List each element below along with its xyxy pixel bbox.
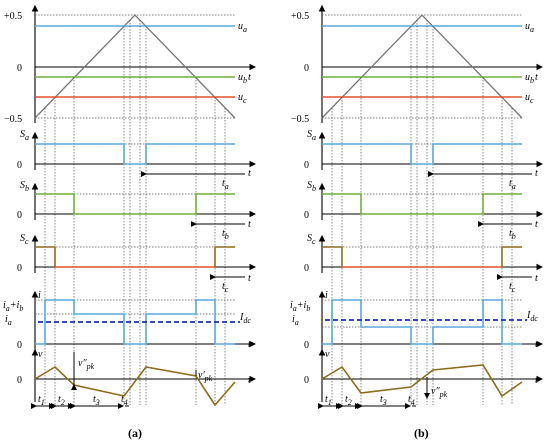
- v-zero-b: 0: [304, 375, 309, 386]
- sa-plot-a: Sa 0 t ta: [17, 129, 257, 191]
- v-label: v: [38, 349, 43, 360]
- sa-t-b: t: [535, 168, 538, 179]
- i-label: i: [38, 290, 41, 301]
- sa-plot-b: Sa 0 t ta: [304, 129, 544, 191]
- panel-b: +0.5 0 −0.5 ua ub uc t Sa: [290, 4, 544, 440]
- minus-half-label: −0.5: [4, 114, 22, 125]
- iab-label: ia+ib: [3, 300, 23, 313]
- v-label-b: v: [325, 349, 330, 360]
- t-label: t: [248, 72, 251, 83]
- ub-label-b: ub: [525, 72, 534, 85]
- t1-label-b: t1: [325, 394, 332, 407]
- sc-plot-a: Sc 0 t tc: [17, 233, 257, 294]
- sc-t: t: [248, 273, 251, 284]
- ua-label: ua: [238, 21, 247, 34]
- i-zero-b: 0: [304, 340, 309, 351]
- ta-label: ta: [222, 178, 229, 191]
- sc-zero: 0: [17, 263, 22, 274]
- vpk2-label-a: v′pk: [198, 370, 213, 383]
- ta-label-b: ta: [509, 178, 516, 191]
- tb-label: tb: [222, 228, 229, 241]
- i-zero: 0: [17, 340, 22, 351]
- triangle-carrier: [34, 14, 236, 119]
- voltage-plot-a: v 0 t v″pk v′pk t1 t2 t3 t4: [17, 348, 257, 409]
- sc-t-b: t: [535, 273, 538, 284]
- i-t: t: [248, 339, 251, 350]
- t-label-b: t: [535, 72, 538, 83]
- ia-label: ia: [5, 314, 12, 327]
- ub-label: ub: [238, 72, 247, 85]
- i-t-b: t: [535, 339, 538, 350]
- sa-label: Sa: [20, 129, 29, 142]
- plus-half-label-b: +0.5: [291, 11, 309, 22]
- t1-label-a: t1: [38, 394, 45, 407]
- t3-label-a: t3: [93, 394, 100, 407]
- sc-label-b: Sc: [307, 233, 316, 246]
- sb-zero: 0: [17, 210, 22, 221]
- vpk-label-a: v″pk: [78, 358, 95, 371]
- t2-label-a: t2: [58, 394, 65, 407]
- t4-label-b: t4: [408, 394, 415, 407]
- idc-label-b: Idc: [526, 310, 538, 323]
- carrier-plot-a: +0.5 0 −0.5 ua ub uc t: [4, 4, 257, 125]
- sb-plot-a: Sb 0 t tb: [17, 180, 257, 241]
- sb-t: t: [248, 219, 251, 230]
- t2-label-b: t2: [345, 394, 352, 407]
- minus-half-label-b: −0.5: [291, 114, 309, 125]
- v-t: t: [248, 375, 251, 386]
- sc-plot-b: Sc 0 t tc: [304, 233, 544, 294]
- sc-label: Sc: [20, 233, 29, 246]
- uc-label-b: uc: [525, 92, 534, 105]
- sb-label-b: Sb: [307, 180, 316, 193]
- ua-label-b: ua: [525, 21, 534, 34]
- zero-label-b: 0: [304, 63, 309, 74]
- v-t-b: t: [535, 375, 538, 386]
- tc-label: tc: [222, 281, 229, 294]
- uc-label: uc: [238, 92, 247, 105]
- tb-label-b: tb: [509, 228, 516, 241]
- vpk-label-b: v″pk: [431, 386, 448, 399]
- t3-label-b: t3: [380, 394, 387, 407]
- current-plot-b: i ia+ib ia Idc 0 t: [290, 290, 544, 351]
- sb-zero-b: 0: [304, 210, 309, 221]
- plus-half-label: +0.5: [4, 11, 22, 22]
- carrier-plot-b: +0.5 0 −0.5 ua ub uc t: [291, 4, 544, 125]
- iab-label-b: ia+ib: [290, 300, 310, 313]
- zero-label: 0: [17, 63, 22, 74]
- sb-t-b: t: [535, 219, 538, 230]
- current-plot-a: i ia+ib ia Idc 0 t: [3, 290, 257, 351]
- sb-label: Sb: [20, 180, 29, 193]
- v-zero: 0: [17, 375, 22, 386]
- sa-zero: 0: [17, 160, 22, 171]
- ia-label-b: ia: [292, 314, 299, 327]
- panel-a: +0.5 0 −0.5 ua ub uc t: [3, 4, 257, 440]
- t4-label-a: t4: [121, 394, 128, 407]
- sa-label-b: Sa: [307, 129, 316, 142]
- caption-b: (b): [414, 426, 429, 440]
- idc-label: Idc: [239, 312, 251, 325]
- tc-label-b: tc: [509, 281, 516, 294]
- caption-a: (a): [128, 426, 142, 440]
- voltage-plot-b: v 0 t v″pk t1 t2 t3 t4: [304, 348, 544, 409]
- i-label-b: i: [325, 290, 328, 301]
- sa-t: t: [248, 168, 251, 179]
- sa-zero-b: 0: [304, 160, 309, 171]
- sc-zero-b: 0: [304, 263, 309, 274]
- sb-plot-b: Sb 0 t tb: [304, 180, 544, 241]
